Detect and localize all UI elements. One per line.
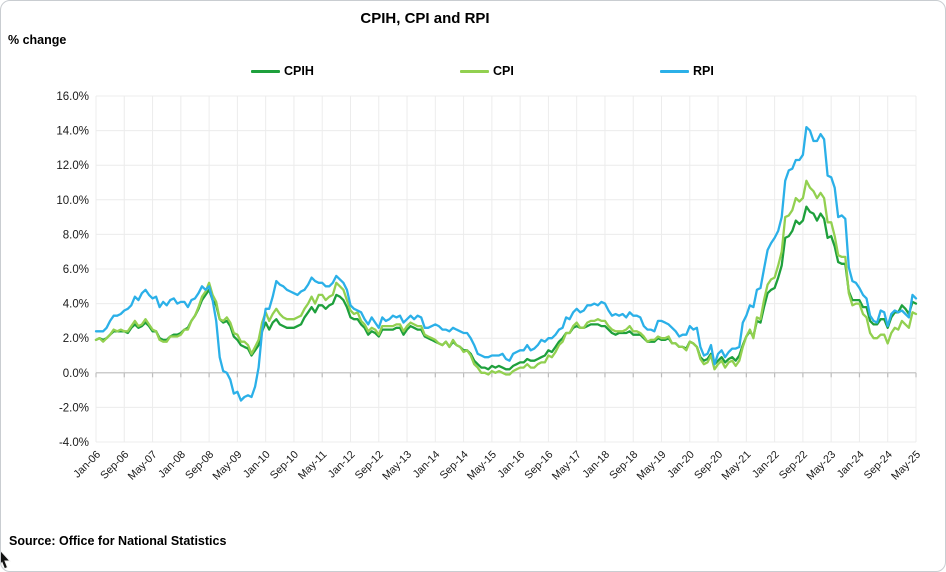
x-tick-label: May-11 [296,449,329,482]
x-tick-label: May-13 [380,449,414,483]
legend-label-cpih: CPIH [284,64,314,78]
x-tick-label: May-17 [550,449,584,483]
legend-item-cpi: CPI [460,65,514,78]
y-tick-label: 14.0% [56,126,89,138]
x-tick-label: Sep-10 [268,449,301,482]
legend-item-cpih: CPIH [251,65,314,78]
legend-item-rpi: RPI [660,65,714,78]
mouse-cursor [1,550,12,570]
y-tick-label: 12.0% [56,160,89,172]
x-tick-label: May-23 [804,449,838,483]
legend-label-cpi: CPI [493,64,514,78]
x-tick-label: Sep-12 [353,449,386,482]
page-title: CPIH, CPI and RPI [360,10,490,27]
y-tick-label: -4.0% [59,437,89,449]
x-tick-label: May-21 [720,449,754,483]
x-tick-label: Jan-08 [156,449,188,481]
y-tick-label: -2.0% [59,402,89,414]
x-tick-label: Jan-20 [665,449,697,481]
rpi-line [94,125,918,402]
x-tick-label: Jan-14 [411,449,443,481]
y-tick-label: 16.0% [56,91,89,103]
legend-swatch-cpi [460,69,489,73]
x-tick-label: Sep-24 [862,449,895,482]
y-tick-label: 6.0% [63,264,89,276]
x-tick-label: Sep-06 [98,449,131,482]
x-tick-label: May-25 [889,449,923,483]
x-tick-label: Jan-12 [326,449,358,481]
source-note: Source: Office for National Statistics [9,534,227,548]
x-tick-label: May-19 [635,449,669,483]
x-tick-label: Sep-14 [438,449,471,482]
y-tick-label: 8.0% [63,229,89,241]
x-tick-label: Jan-22 [750,449,782,481]
cpi-line [94,179,918,376]
x-tick-label: Jan-10 [241,449,273,481]
y-tick-label: 10.0% [56,195,89,207]
x-tick-label: Sep-20 [692,449,725,482]
x-tick-label: Sep-22 [777,449,810,482]
y-tick-label: 2.0% [63,333,89,345]
legend-swatch-cpih [251,69,280,73]
x-tick-label: Jan-06 [71,449,103,481]
x-tick-label: Jan-24 [835,449,867,481]
y-axis-unit-label: % change [8,33,67,47]
legend-label-rpi: RPI [693,64,714,78]
x-tick-label: Sep-18 [607,449,640,482]
y-tick-label: 0.0% [63,368,89,380]
x-tick-label: May-09 [211,449,245,483]
x-tick-label: May-15 [465,449,499,483]
x-tick-label: Sep-08 [183,449,216,482]
legend-swatch-rpi [660,69,689,73]
x-tick-label: May-07 [126,449,160,483]
x-tick-label: Sep-16 [522,449,555,482]
x-tick-label: Jan-16 [495,449,527,481]
x-tick-label: Jan-18 [580,449,612,481]
y-tick-label: 4.0% [63,299,89,311]
